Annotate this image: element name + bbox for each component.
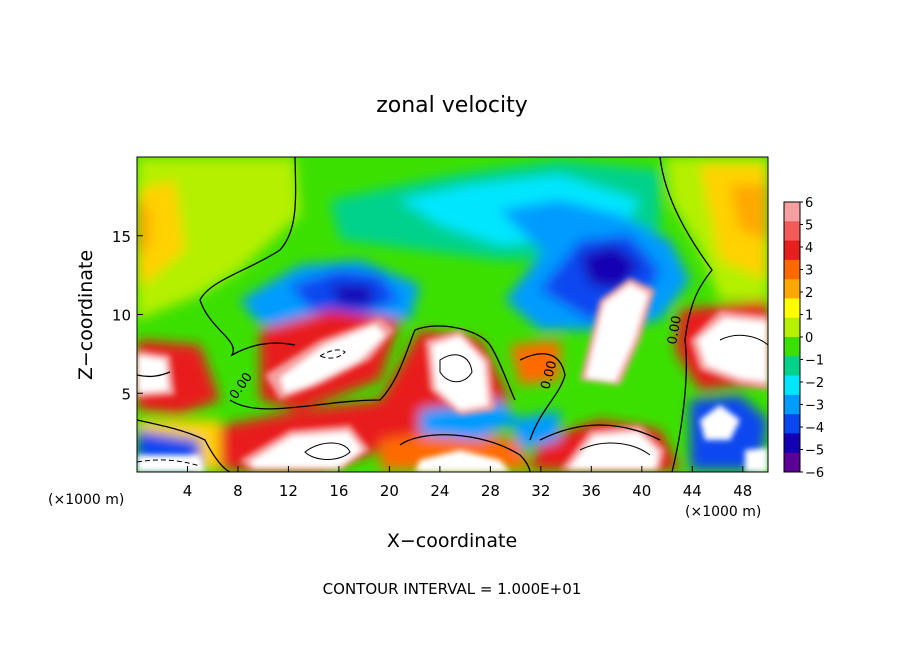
colorbar-swatch: [784, 433, 800, 454]
x-tick-label: 36: [582, 482, 601, 500]
colorbar-label: 4: [805, 241, 813, 256]
colorbar-label: 5: [805, 219, 813, 234]
colorbar-swatch: [784, 279, 800, 299]
colorbar-swatch: [784, 337, 800, 357]
x-tick-label: 44: [683, 482, 702, 500]
x-tick-label: 28: [481, 482, 500, 500]
colorbar-label: −4: [805, 421, 824, 436]
colorbar-label: −2: [805, 376, 824, 391]
colorbar-swatch: [784, 240, 800, 261]
chart-title: zonal velocity: [376, 93, 528, 118]
colorbar-swatch: [784, 356, 800, 377]
x-unit-label-left: (×1000 m): [48, 492, 124, 508]
colorbar-label: −1: [805, 354, 824, 369]
colorbar-swatch: [784, 452, 800, 473]
colorbar-label: 6: [805, 196, 813, 211]
y-tick-label: 5: [121, 385, 131, 403]
colorbar-label: −5: [805, 444, 824, 459]
x-tick-label: 40: [632, 482, 651, 500]
colorbar-label: 2: [805, 286, 813, 301]
x-axis-title: X−coordinate: [387, 530, 517, 552]
colorbar-label: −6: [805, 466, 824, 481]
heatmap-field: [137, 157, 768, 472]
x-tick-label: 32: [531, 482, 550, 500]
y-axis-title: Z−coordinate: [75, 250, 97, 380]
x-tick-label: 48: [733, 482, 752, 500]
footer-contour-interval: CONTOUR INTERVAL = 1.000E+01: [323, 580, 582, 598]
zero-contours: [137, 157, 713, 472]
x-tick-label: 24: [430, 482, 449, 500]
x-tick-label: 16: [329, 482, 348, 500]
contour-label: 0.00: [538, 359, 560, 391]
colorbar-label: −3: [805, 399, 824, 414]
x-tick-label: 20: [380, 482, 399, 500]
colorbar-label: 3: [805, 264, 813, 279]
x-tick-label: 12: [279, 482, 298, 500]
colorbar-swatch: [784, 221, 800, 242]
x-tick-label: 4: [183, 482, 193, 500]
colorbar-swatch: [784, 202, 800, 222]
colorbar-swatch: [784, 317, 800, 338]
x-tick-label: 8: [233, 482, 243, 500]
x-unit-label-right: (×1000 m): [685, 504, 761, 520]
colorbar-label: 0: [805, 331, 813, 346]
colorbar-swatch: [784, 375, 800, 396]
colorbar-swatch: [784, 298, 800, 319]
colorbar-swatch: [784, 394, 800, 415]
y-tick-label: 10: [112, 307, 131, 325]
colorbar-label: 1: [805, 309, 813, 324]
colorbar: 6 5 4 3 2 1 0 −1 −2 −3 −4 −5 −6: [783, 196, 824, 481]
y-tick-label: 15: [112, 228, 131, 246]
contour-label: 0.00: [665, 315, 685, 346]
y-axis: 5 10 15: [112, 228, 143, 403]
colorbar-swatch: [784, 414, 800, 434]
dashed-contours: [137, 349, 346, 467]
x-axis: 4 8 12 16 20 24 28 32 36 40 44 48: [183, 466, 752, 500]
colorbar-swatch: [784, 259, 800, 280]
